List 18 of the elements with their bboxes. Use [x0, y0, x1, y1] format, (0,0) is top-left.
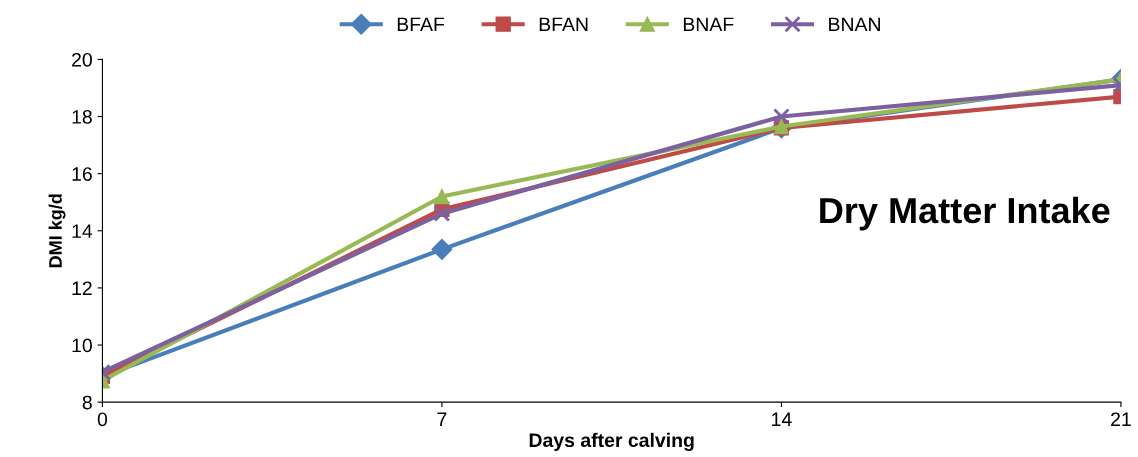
y-tick-label: 16: [72, 167, 92, 181]
y-tick-label: 20: [72, 52, 92, 67]
y-tick-label: 12: [72, 281, 92, 295]
x-tick-label: 7: [437, 412, 447, 426]
annotation: Dry Matter Intake: [820, 196, 1110, 231]
y-tick-label: 14: [72, 224, 93, 238]
legend-label: BNAF: [683, 17, 734, 32]
y-axis-title: DMI kg/d: [48, 194, 66, 268]
legend-label: BNAN: [829, 17, 880, 32]
y-tick-label: 10: [72, 338, 92, 353]
legend-label: BFAN: [539, 17, 588, 32]
x-tick-label: 0: [97, 412, 108, 427]
x-axis-title: Days after calving: [529, 432, 694, 451]
y-tick-label: 8: [82, 395, 92, 410]
y-tick-label: 18: [72, 110, 92, 124]
x-tick-label: 14: [772, 412, 792, 426]
x-tick-label: 21: [1111, 412, 1131, 426]
legend-label: BFAF: [397, 17, 445, 32]
